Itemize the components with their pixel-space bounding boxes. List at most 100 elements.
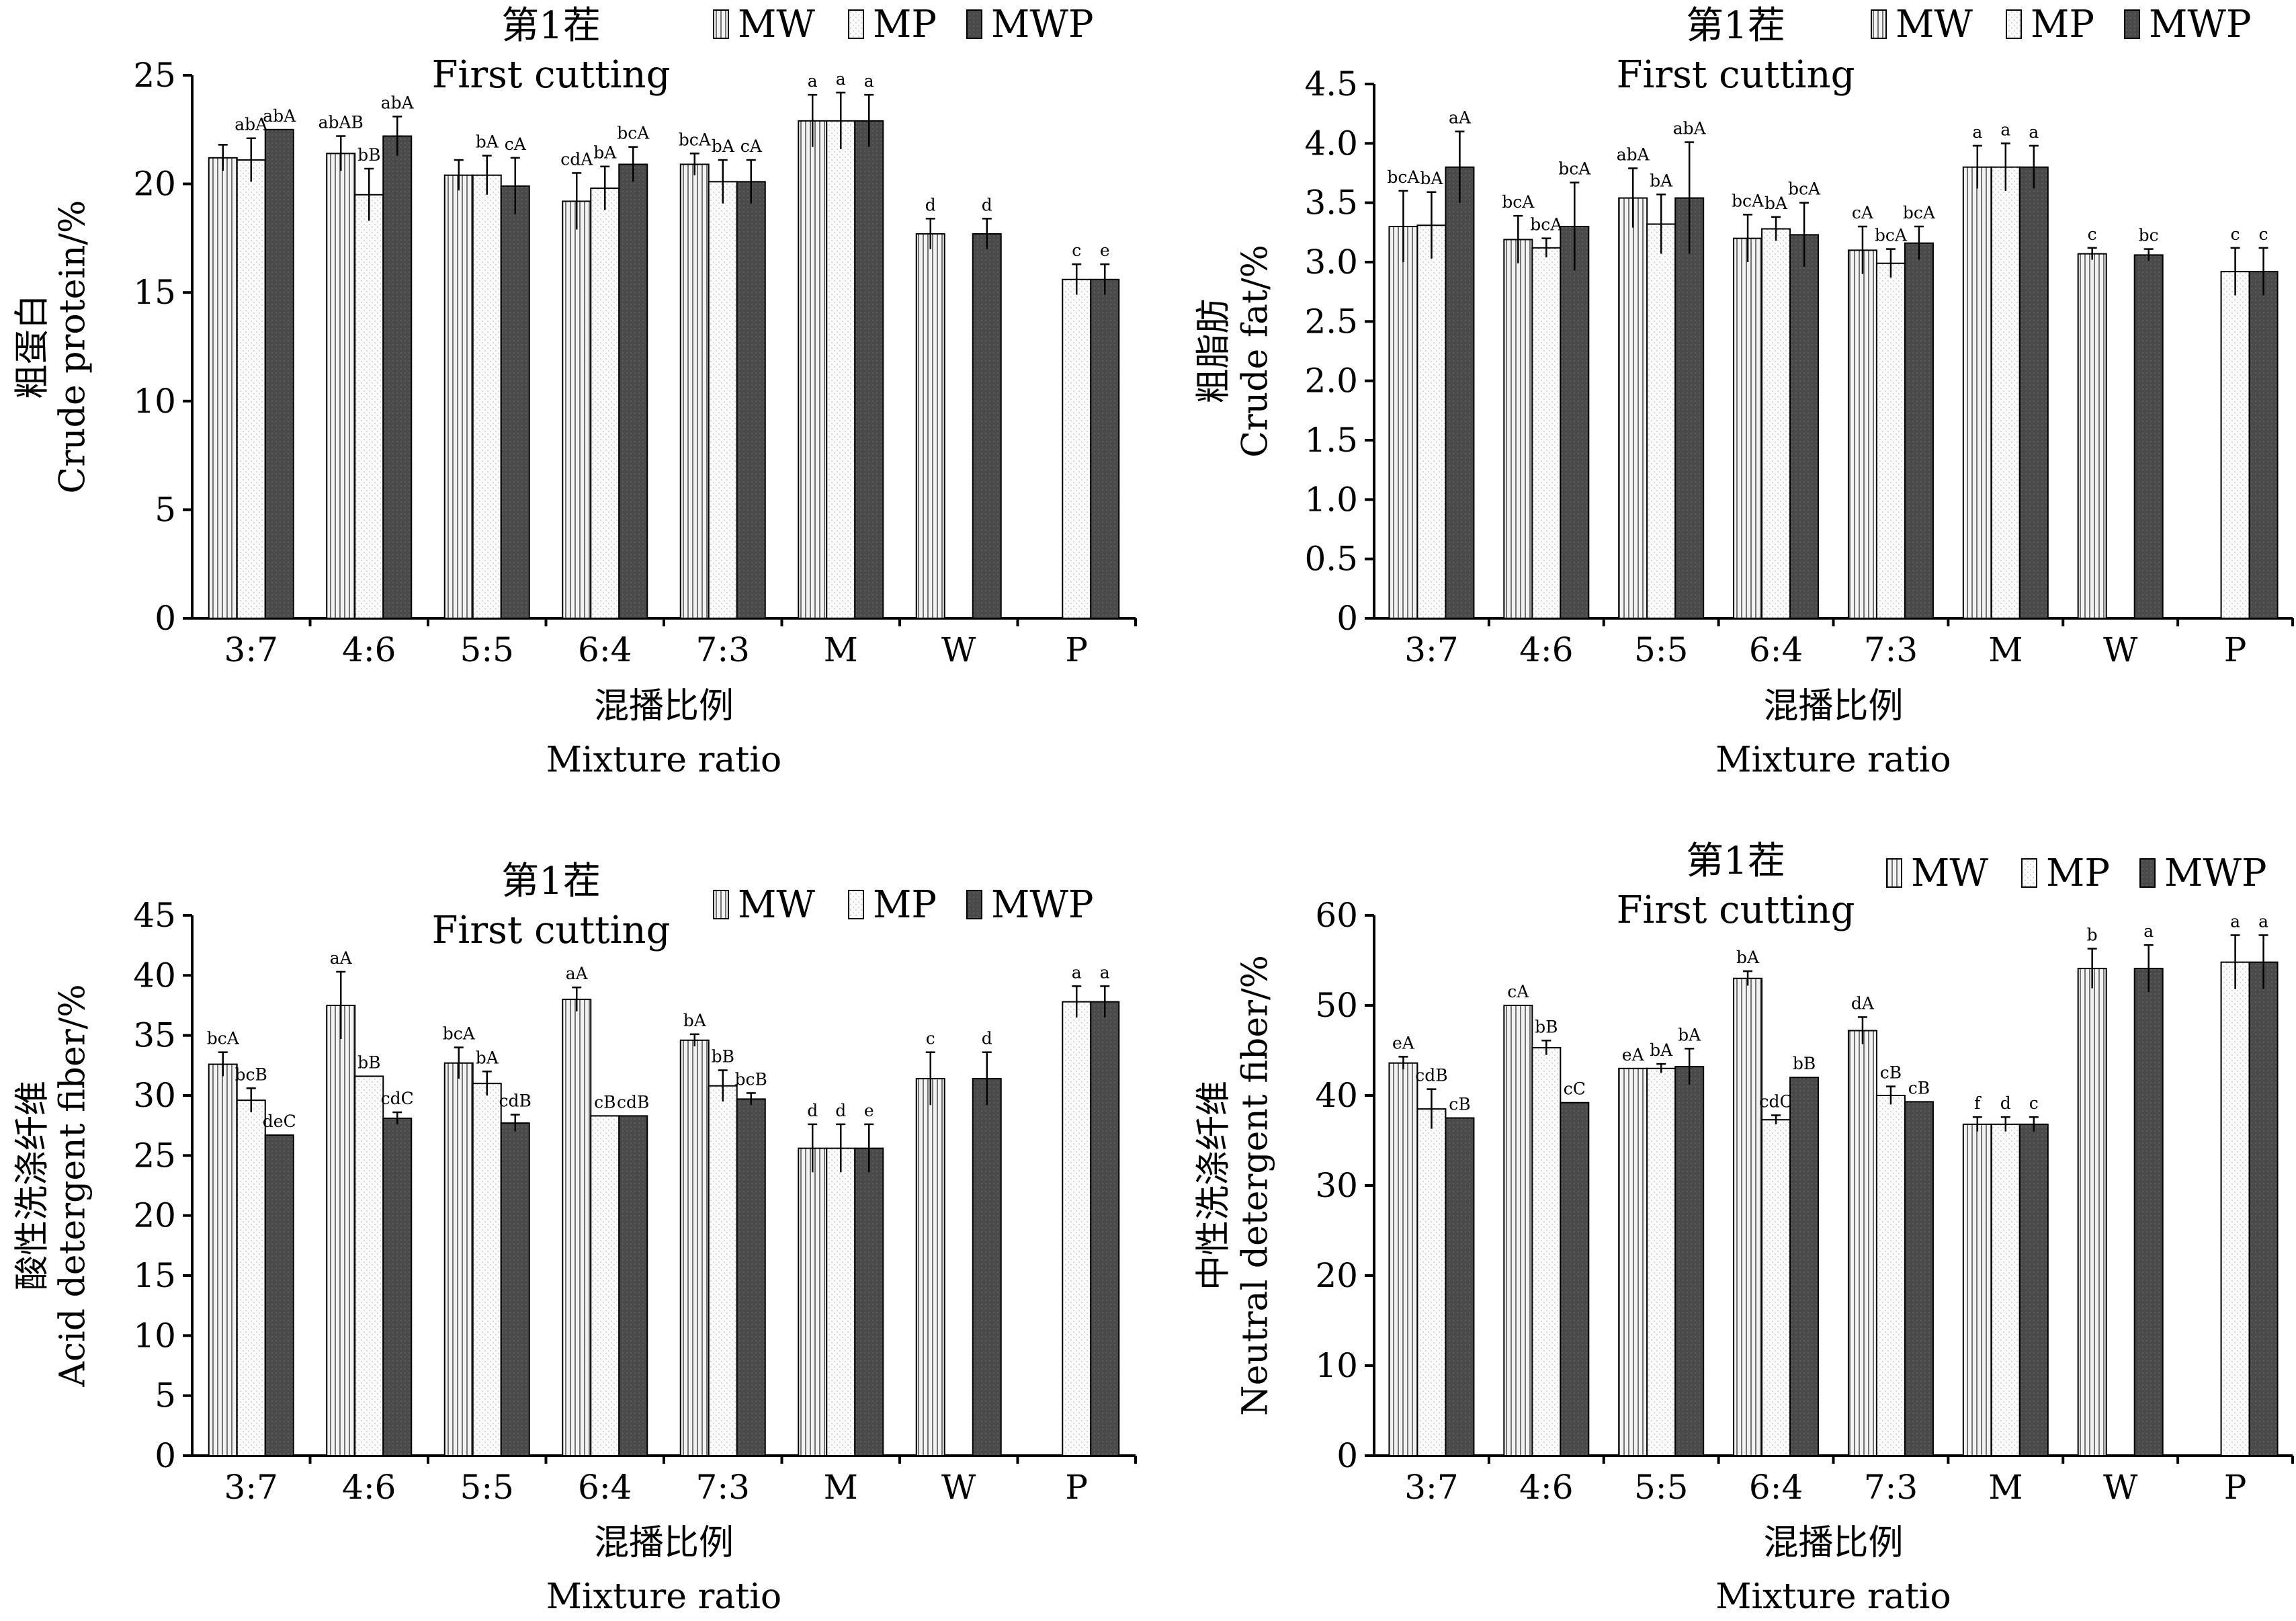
y-tick-label: 40 <box>1315 1076 1358 1115</box>
significance-label: d <box>982 1029 992 1048</box>
significance-label: bc <box>2139 226 2159 245</box>
significance-label: f <box>1974 1093 1982 1113</box>
legend-label-mwp: MWP <box>2149 3 2252 46</box>
significance-label: bA <box>683 1011 707 1030</box>
significance-label: a <box>2000 120 2010 139</box>
x-tick-label: P <box>1065 630 1088 669</box>
bar-mw <box>798 1147 828 1456</box>
bar-mp <box>1416 1108 1447 1456</box>
y-tick-label: 15 <box>133 273 176 312</box>
bar-mwp <box>2248 271 2279 619</box>
bar-mp <box>708 181 738 620</box>
legend-swatch-mw <box>1886 858 1902 888</box>
significance-label: eA <box>1622 1045 1645 1065</box>
chart-title-en: First cutting <box>432 53 671 97</box>
significance-label: a <box>2258 911 2268 931</box>
significance-label: a <box>2143 921 2154 941</box>
significance-label: abA <box>381 93 415 112</box>
bar-mw <box>915 233 945 620</box>
significance-label: bcB <box>235 1065 267 1084</box>
x-tick-label: 3:7 <box>224 1468 278 1507</box>
significance-label: a <box>1972 122 1982 142</box>
significance-label: abAB <box>318 112 364 132</box>
bar-mw <box>208 157 238 620</box>
bar-mwp <box>1090 1001 1120 1456</box>
x-tick-label: P <box>2224 630 2247 669</box>
x-tick-label: 6:4 <box>578 630 632 669</box>
bar-mwp <box>2018 1123 2049 1456</box>
chart-title-cn: 第1茬 <box>1686 839 1785 883</box>
y-tick-label: 20 <box>133 1196 176 1235</box>
significance-label: bA <box>1678 1025 1701 1044</box>
x-tick-label: P <box>2224 1468 2247 1507</box>
significance-label: eA <box>1392 1033 1415 1052</box>
significance-label: a <box>864 71 874 91</box>
y-tick-label: 10 <box>133 382 176 421</box>
y-tick-label: 25 <box>133 1136 176 1175</box>
bar-mw <box>1962 166 1992 619</box>
y-tick-label: 15 <box>133 1256 176 1295</box>
significance-label: a <box>2230 911 2240 931</box>
bar-mw <box>562 200 592 619</box>
legend: MW MP MWP <box>1871 3 2252 46</box>
x-tick-label: M <box>824 1468 858 1507</box>
x-tick-label: W <box>2103 630 2138 669</box>
bar-mwp <box>618 1115 648 1456</box>
bar-mp <box>2220 961 2250 1457</box>
x-tick-label: P <box>1065 1468 1088 1507</box>
y-tick-label: 4.5 <box>1304 65 1358 103</box>
significance-label: bA <box>712 136 735 156</box>
x-tick-label: 4:6 <box>1519 1468 1573 1507</box>
significance-label: bB <box>1535 1017 1558 1036</box>
legend-swatch-mwp <box>966 9 982 39</box>
significance-label: a <box>1072 962 1082 982</box>
significance-label: d <box>982 195 992 214</box>
significance-label: bA <box>1650 1040 1673 1060</box>
legend: MW MP MWP <box>713 883 1094 927</box>
significance-label: bB <box>1793 1054 1816 1073</box>
significance-label: d <box>2000 1093 2011 1113</box>
bar-mp <box>826 1147 856 1456</box>
bar-mw <box>1618 197 1648 620</box>
y-tick-label: 0 <box>155 1436 176 1475</box>
legend-swatch-mp <box>848 9 864 39</box>
significance-label: bcA <box>1903 203 1936 222</box>
chart-title-cn: 第1茬 <box>501 860 601 903</box>
significance-label: c <box>2088 224 2097 244</box>
significance-label: dA <box>1851 993 1875 1013</box>
significance-label: bcA <box>1387 167 1420 187</box>
bar-mp <box>1531 1046 1562 1456</box>
legend-label-mwp: MWP <box>991 3 1094 46</box>
significance-label: d <box>807 1101 818 1120</box>
bar-mwp <box>2133 968 2164 1457</box>
bar-mwp <box>1789 1077 1820 1456</box>
x-axis-label-cn: 混播比例 <box>594 1523 734 1563</box>
significance-label: d <box>925 195 936 214</box>
y-tick-label: 4.0 <box>1304 124 1358 163</box>
bar-mw <box>798 120 828 619</box>
significance-label: bcA <box>1502 192 1535 212</box>
legend: MW MP MWP <box>713 3 1094 46</box>
x-tick-label: M <box>1988 1468 2023 1507</box>
bar-mwp <box>618 163 648 619</box>
bar-mw <box>2077 253 2107 619</box>
legend-label-mp: MP <box>2046 851 2110 895</box>
significance-label: bcA <box>207 1029 240 1048</box>
bar-mwp <box>1904 1101 1934 1456</box>
significance-label: aA <box>566 964 589 983</box>
y-tick-label: 60 <box>1315 896 1358 935</box>
x-tick-label: 6:4 <box>1749 1468 1803 1507</box>
bar-mp <box>472 1083 502 1456</box>
significance-label: aA <box>1449 108 1472 128</box>
y-axis-label-cn: 中性洗涤纤维 <box>1194 1081 1234 1290</box>
y-tick-label: 3.0 <box>1304 243 1358 282</box>
y-tick-label: 0.5 <box>1304 540 1358 579</box>
bar-mp <box>1646 223 1676 619</box>
bar-mw <box>326 1005 356 1456</box>
x-axis-label-cn: 混播比例 <box>1763 686 1903 726</box>
bar-mw <box>1388 226 1418 619</box>
y-axis-label-en: Acid detergent fiber/% <box>53 984 93 1387</box>
bar-mp <box>2220 271 2250 619</box>
